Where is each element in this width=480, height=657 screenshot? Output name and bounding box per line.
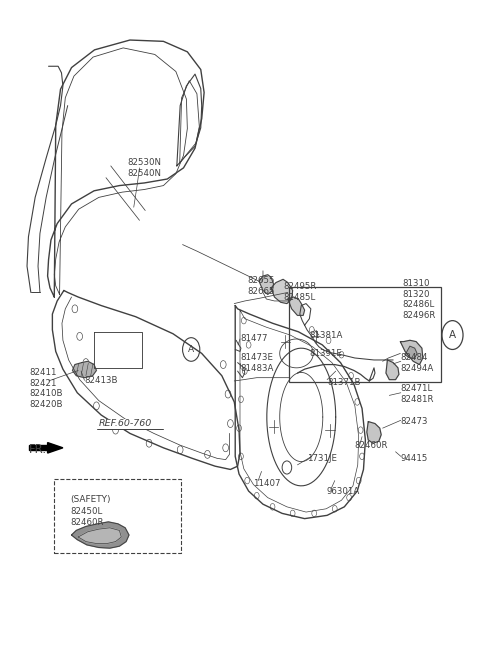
Text: 82473: 82473 [401,417,428,426]
Text: 82495R
82485L: 82495R 82485L [283,283,316,302]
Polygon shape [367,422,381,443]
Polygon shape [259,275,274,294]
Text: (SAFETY): (SAFETY) [70,495,110,504]
Polygon shape [72,522,129,548]
Bar [289,287,441,382]
Text: 82486L
82496R: 82486L 82496R [403,300,436,320]
Text: 82411
82421: 82411 82421 [29,368,57,388]
Text: 94415: 94415 [401,454,428,463]
Text: 81473E
81483A: 81473E 81483A [240,353,274,373]
Polygon shape [78,528,121,543]
Polygon shape [288,297,305,315]
Polygon shape [29,445,48,451]
Polygon shape [400,340,423,365]
Text: 81391E: 81391E [310,349,342,358]
Text: 82484
82494A: 82484 82494A [401,353,434,373]
Text: 82413B: 82413B [84,376,118,385]
Bar [54,480,181,553]
Polygon shape [48,443,63,453]
Polygon shape [271,279,293,304]
Text: 81310
81320: 81310 81320 [403,279,430,299]
Text: 82410B
82420B: 82410B 82420B [29,388,63,409]
Text: 82460R: 82460R [355,441,388,449]
Text: 1731JE: 1731JE [307,454,337,463]
Text: A: A [449,330,456,340]
Text: 81371B: 81371B [327,378,360,387]
Text: 82655
82665: 82655 82665 [247,276,275,296]
Text: REF.60-760: REF.60-760 [99,419,152,428]
Text: FR.: FR. [28,443,47,457]
Text: 81477: 81477 [240,334,267,344]
Polygon shape [405,346,417,358]
Text: 82471L
82481R: 82471L 82481R [401,384,434,404]
Text: 96301A: 96301A [326,487,360,496]
Polygon shape [386,360,399,380]
Text: 82530N
82540N: 82530N 82540N [128,158,162,178]
Text: 81381A: 81381A [310,330,343,340]
Text: 11407: 11407 [253,479,281,487]
Text: A: A [188,345,194,354]
Text: 82450L
82460R: 82450L 82460R [70,507,104,528]
Polygon shape [72,361,96,378]
